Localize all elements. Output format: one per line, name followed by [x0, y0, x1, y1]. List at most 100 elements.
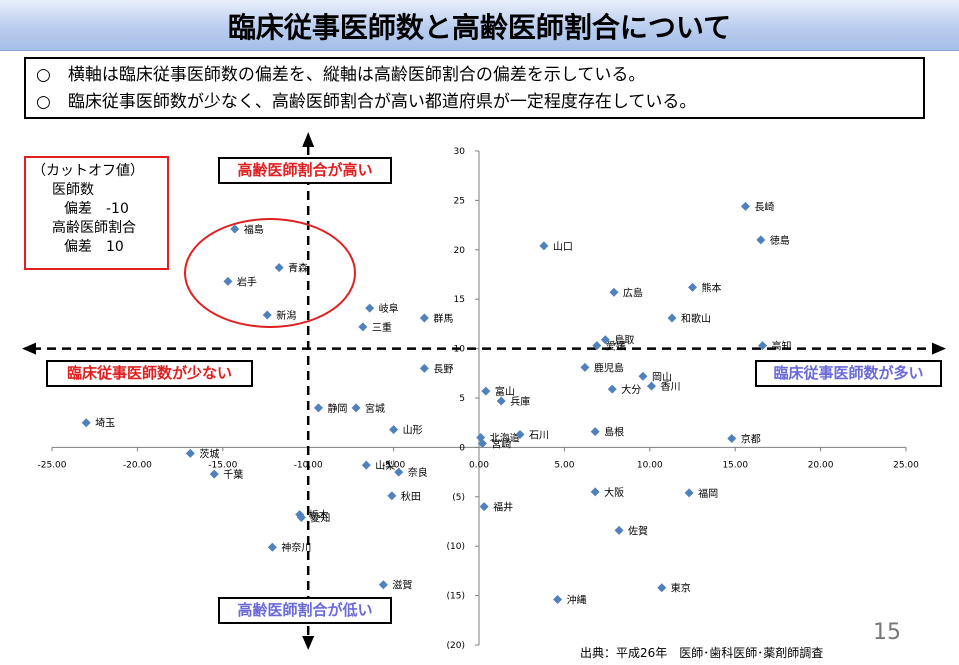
data-point [209, 469, 219, 479]
y-tick-label: (5) [452, 493, 465, 503]
y-tick-label: 25 [454, 196, 465, 206]
x-tick-label: -20.00 [123, 460, 152, 470]
data-point-label: 宮崎 [491, 437, 511, 450]
cutoff-heading: （カットオフ値） [32, 163, 144, 179]
data-point [351, 403, 361, 413]
page-number: 15 [873, 620, 901, 645]
source-note: 出典：平成26年 医師･歯科医師･薬剤師調査 [580, 646, 824, 660]
y-tick-label: (15) [447, 592, 465, 602]
data-point-label: 鹿児島 [594, 361, 624, 374]
data-point-label: 三重 [372, 321, 392, 334]
y-tick-label: 15 [454, 295, 465, 305]
data-point-label: 熊本 [702, 281, 722, 294]
data-point-label: 群馬 [433, 312, 453, 325]
y-tick-label: (20) [447, 641, 465, 651]
data-point [81, 418, 91, 428]
data-point-label: 石川 [529, 431, 549, 442]
data-point [592, 341, 602, 351]
data-point [496, 396, 506, 406]
data-point-label: 岐阜 [379, 302, 399, 315]
data-point [481, 386, 491, 396]
data-point [223, 276, 233, 286]
data-point-label: 長野 [433, 363, 453, 375]
data-point-label: 大分 [621, 383, 641, 396]
data-point [230, 224, 240, 234]
data-point-label: 和歌山 [681, 312, 711, 325]
y-tick-label: 20 [454, 246, 466, 256]
data-point-label: 福岡 [698, 487, 718, 500]
data-point [361, 460, 371, 470]
left-arrow-icon [22, 342, 36, 355]
cutoff-line: 偏差 -10 [64, 201, 129, 217]
quadrant-label-top: 高齢医師割合が高い [218, 157, 392, 184]
quadrant-label-left: 臨床従事医師数が少ない [46, 360, 253, 387]
data-point [394, 467, 404, 477]
data-point-label: 滋賀 [392, 579, 412, 592]
data-point [262, 310, 272, 320]
data-point-label: 北海道 [490, 432, 520, 445]
data-point [389, 425, 399, 435]
data-point-label: 秋田 [401, 490, 421, 503]
data-point-label: 広島 [623, 286, 643, 299]
data-point [378, 580, 388, 590]
data-point [614, 525, 624, 535]
data-point-label: 青森 [288, 262, 308, 275]
data-point [657, 583, 667, 593]
data-point-label: 大阪 [604, 486, 624, 499]
data-point [358, 322, 368, 332]
x-tick-label: 15.00 [722, 460, 748, 470]
data-point-label: 静岡 [327, 402, 347, 415]
x-tick-label: 25.00 [893, 460, 919, 470]
x-tick-label: 5.00 [554, 460, 574, 470]
data-point [419, 313, 429, 323]
x-tick-label: 0.00 [469, 460, 489, 470]
data-point-label: 島根 [604, 426, 624, 439]
data-point [758, 341, 768, 351]
data-point-label: 兵庫 [510, 395, 530, 408]
x-tick-label: -25.00 [37, 460, 66, 470]
quadrant-label-right: 臨床従事医師数が多い [755, 360, 942, 387]
data-point [539, 241, 549, 251]
data-point [553, 595, 563, 605]
data-point-label: 沖縄 [567, 594, 587, 607]
cutoff-line: 高齢医師割合 [52, 220, 136, 236]
data-point-label: 山口 [553, 241, 573, 253]
cutoff-legend: （カットオフ値） 医師数 偏差 -10 高齢医師割合 偏差 10 [24, 156, 169, 270]
up-arrow-icon [302, 132, 315, 147]
highlight-circle [184, 218, 356, 328]
quadrant-label-bottom: 高齢医師割合が低い [218, 597, 392, 624]
data-point [515, 430, 525, 440]
title-bar: 臨床従事医師数と高齢医師割合について [0, 0, 959, 51]
data-point-label: 神奈川 [281, 541, 311, 554]
data-point-label: 徳島 [770, 234, 790, 247]
data-point-label: 栃木 [309, 509, 329, 522]
data-point-label: 愛媛 [606, 340, 626, 353]
data-point [688, 282, 697, 292]
data-point [365, 303, 375, 313]
data-point-label: 奈良 [408, 466, 428, 479]
cutoff-line: 偏差 10 [64, 239, 124, 255]
data-point [600, 335, 610, 345]
data-point [638, 371, 648, 381]
data-point-label: 福井 [493, 501, 513, 514]
y-tick-label: 5 [459, 394, 465, 404]
right-arrow-icon [932, 342, 946, 355]
page-title: 臨床従事医師数と高齢医師割合について [227, 11, 732, 44]
note-line: ○ 横軸は臨床従事医師数の偏差を、縦軸は高齢医師割合の偏差を示している。 [36, 65, 646, 85]
data-point [477, 438, 487, 448]
data-point [580, 362, 590, 372]
cutoff-line: 医師数 [52, 182, 94, 198]
data-point-label: 高知 [772, 340, 792, 353]
y-tick-label: 30 [454, 147, 466, 157]
data-point-label: 愛知 [310, 512, 330, 525]
data-point [274, 263, 284, 273]
data-point-label: 千葉 [223, 468, 243, 481]
y-tick-label: 0 [459, 443, 465, 453]
data-point-label: 佐賀 [628, 525, 648, 537]
x-tick-label: -5.00 [382, 460, 406, 470]
data-point [267, 542, 277, 552]
data-point-label: 新潟 [276, 309, 296, 322]
data-point-label: 長崎 [754, 200, 774, 213]
y-tick-label: (10) [447, 542, 465, 552]
